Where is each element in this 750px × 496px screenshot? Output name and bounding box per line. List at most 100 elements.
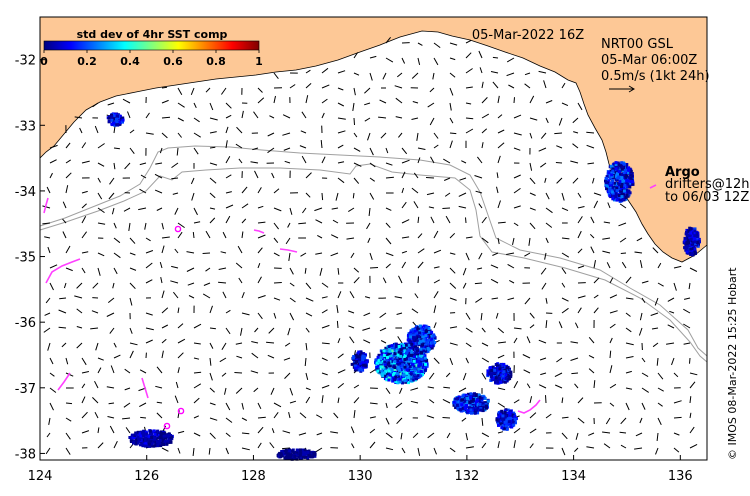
current-vector (282, 114, 291, 119)
sst-stddev-pixel (306, 456, 310, 460)
sst-stddev-pixel (386, 354, 390, 358)
sst-stddev-pixel (136, 441, 140, 445)
sst-stddev-pixel (614, 167, 618, 171)
sst-stddev-pixel (308, 453, 312, 457)
sst-stddev-pixel (411, 378, 415, 382)
sst-stddev-pixel (391, 379, 395, 383)
sst-stddev-pixel (381, 360, 385, 364)
current-vector (205, 267, 211, 272)
vector-scale-label: 0.5m/s (1kt 24h) (601, 69, 710, 84)
sst-stddev-pixel (394, 345, 398, 348)
current-vector (657, 282, 664, 287)
current-vector (417, 233, 423, 239)
current-vector (609, 294, 618, 299)
current-vector (209, 357, 212, 366)
x-tick-label: 132 (454, 469, 479, 484)
current-vector (401, 447, 406, 454)
sst-stddev-pixel (470, 399, 474, 403)
sst-stddev-pixel (614, 195, 618, 199)
current-vector (657, 372, 664, 380)
sst-stddev-pixel (506, 366, 509, 370)
sst-stddev-pixel (136, 430, 140, 434)
current-vector (657, 417, 662, 426)
sst-stddev-pixel (138, 432, 142, 436)
current-vector (577, 295, 586, 299)
sst-stddev-pixel (614, 161, 618, 165)
current-vector (526, 383, 531, 389)
sst-stddev-pixel (393, 360, 397, 364)
current-vector (202, 293, 211, 299)
current-vector (465, 432, 468, 441)
current-vector (673, 265, 682, 269)
current-vector (369, 267, 379, 269)
sst-stddev-pixel (616, 172, 619, 176)
sst-stddev-pixel (112, 114, 116, 118)
current-vector (554, 132, 563, 135)
current-vector (412, 101, 419, 104)
sst-stddev-pixel (625, 193, 629, 197)
current-vector (426, 415, 435, 419)
sst-stddev-pixel (618, 183, 621, 187)
sst-stddev-pixel (611, 197, 615, 201)
sst-stddev-pixel (626, 179, 629, 183)
current-vector (367, 237, 371, 244)
current-vector (321, 296, 328, 299)
sst-stddev-pixel (683, 246, 687, 250)
current-vector (317, 234, 323, 239)
current-vector (401, 187, 405, 194)
sst-stddev-pixel (411, 366, 415, 370)
sst-stddev-pixel (506, 374, 510, 377)
current-vector (79, 127, 83, 134)
current-vector (337, 70, 346, 74)
sst-stddev-pixel (626, 182, 630, 186)
current-vector (107, 102, 115, 106)
current-vector (209, 192, 216, 199)
current-vector (235, 262, 243, 269)
current-vector (253, 111, 259, 119)
y-tick-label: -38 (15, 447, 36, 462)
current-vector (237, 245, 243, 254)
sst-stddev-pixel (685, 250, 689, 254)
current-vector (570, 341, 579, 344)
sst-stddev-pixel (396, 355, 400, 359)
current-vector (122, 417, 131, 420)
sst-stddev-pixel (623, 179, 627, 183)
sst-stddev-pixel (424, 334, 428, 338)
current-vector (444, 192, 451, 197)
current-vector (209, 131, 217, 134)
sst-stddev-pixel (407, 362, 410, 366)
current-vector (203, 282, 211, 286)
current-vector (321, 395, 324, 404)
current-vector (284, 160, 291, 164)
sst-stddev-pixel (490, 372, 494, 376)
current-vector (592, 177, 595, 184)
sst-stddev-pixel (380, 355, 384, 359)
current-vector (289, 297, 296, 303)
current-vector (305, 312, 313, 317)
current-vector (385, 57, 394, 63)
current-vector (94, 380, 99, 389)
current-vector (571, 372, 579, 375)
sst-stddev-pixel (138, 438, 142, 441)
sst-stddev-pixel (417, 367, 421, 371)
current-vector (497, 387, 506, 391)
current-vector (257, 312, 263, 320)
sst-stddev-pixel (615, 174, 619, 178)
current-vector (394, 85, 403, 89)
current-vector (524, 252, 531, 257)
current-vector (273, 207, 282, 212)
sst-stddev-pixel (511, 419, 515, 423)
sst-stddev-pixel (489, 375, 493, 379)
current-vector (352, 102, 355, 111)
current-vector (49, 402, 54, 411)
current-vector (337, 353, 344, 359)
current-vector (257, 426, 264, 434)
current-vector (241, 292, 245, 299)
sst-stddev-pixel (503, 420, 507, 424)
sst-stddev-pixel (425, 329, 428, 333)
current-vector (385, 207, 392, 211)
current-vector (205, 87, 211, 93)
current-vector (465, 86, 473, 89)
sst-stddev-pixel (357, 368, 361, 372)
sst-stddev-pixel (513, 417, 517, 421)
